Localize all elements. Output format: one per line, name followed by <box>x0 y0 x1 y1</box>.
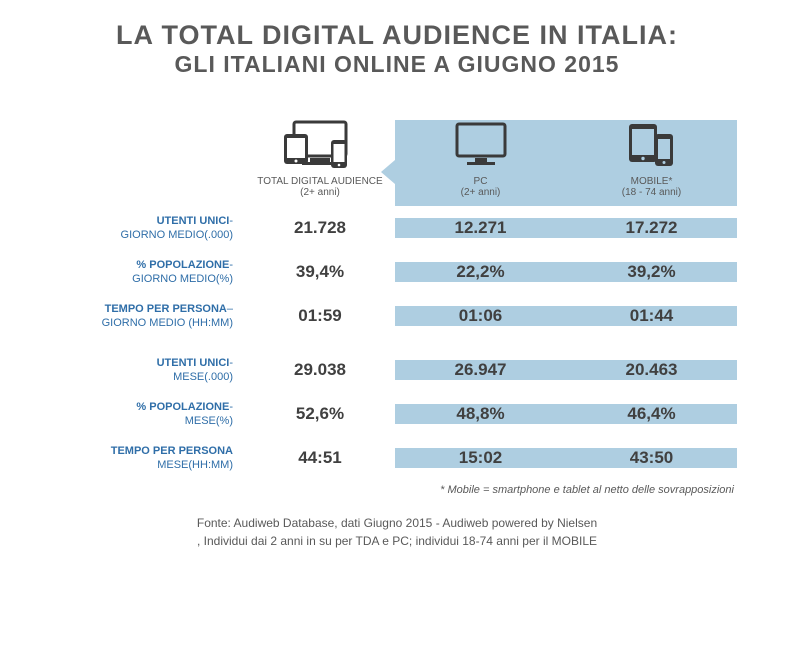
source-line1: Fonte: Audiweb Database, dati Giugno 201… <box>197 516 597 530</box>
cell-value: 22,2% <box>395 262 566 282</box>
row-label-sub: MESE(.000) <box>173 371 233 383</box>
row-month-pop: % POPOLAZIONE- MESE(%) 52,6% 48,8% 46,4% <box>57 392 737 436</box>
col-tda-sub: (2+ anni) <box>245 187 395 198</box>
cell-value: 39,2% <box>566 262 737 282</box>
devices-all-icon <box>245 120 395 170</box>
row-month-time: TEMPO PER PERSONA MESE(HH:MM) 44:51 15:0… <box>57 436 737 480</box>
row-label-main: UTENTI UNICI <box>157 357 230 369</box>
row-day-pop: % POPOLAZIONE- GIORNO MEDIO(%) 39,4% 22,… <box>57 250 737 294</box>
cell-value: 15:02 <box>395 448 566 468</box>
cell-value: 01:44 <box>566 306 737 326</box>
cell-value: 01:06 <box>395 306 566 326</box>
row-label-sub: GIORNO MEDIO (HH:MM) <box>102 317 233 329</box>
cell-value: 39,4% <box>245 262 395 282</box>
cell-value: 01:59 <box>245 306 395 326</box>
source-text: Fonte: Audiweb Database, dati Giugno 201… <box>30 514 764 550</box>
cell-value: 52,6% <box>245 404 395 424</box>
audience-table: TOTAL DIGITAL AUDIENCE (2+ anni) PC (2+ … <box>57 96 737 480</box>
row-label-main: % POPOLAZIONE <box>136 259 229 271</box>
col-pc-sub: (2+ anni) <box>395 187 566 198</box>
cell-value: 26.947 <box>395 360 566 380</box>
row-day-users: UTENTI UNICI- GIORNO MEDIO(.000) 21.728 … <box>57 206 737 250</box>
title-line2: GLI ITALIANI ONLINE A GIUGNO 2015 <box>30 51 764 78</box>
cell-value: 46,4% <box>566 404 737 424</box>
source-line2: , Individui dai 2 anni in su per TDA e P… <box>197 534 597 548</box>
row-month-users: UTENTI UNICI- MESE(.000) 29.038 26.947 2… <box>57 348 737 392</box>
col-mobile-sub: (18 - 74 anni) <box>566 187 737 198</box>
col-header-mobile: MOBILE* (18 - 74 anni) <box>566 120 737 206</box>
row-label: % POPOLAZIONE- GIORNO MEDIO(%) <box>57 258 245 287</box>
table-header: TOTAL DIGITAL AUDIENCE (2+ anni) PC (2+ … <box>57 96 737 206</box>
cell-value: 29.038 <box>245 360 395 380</box>
col-tda-label: TOTAL DIGITAL AUDIENCE <box>245 176 395 187</box>
row-label: UTENTI UNICI- MESE(.000) <box>57 356 245 385</box>
cell-value: 20.463 <box>566 360 737 380</box>
row-label: UTENTI UNICI- GIORNO MEDIO(.000) <box>57 214 245 243</box>
col-header-pc: PC (2+ anni) <box>395 120 566 206</box>
cell-value: 12.271 <box>395 218 566 238</box>
notch-icon <box>381 160 395 184</box>
col-header-tda: TOTAL DIGITAL AUDIENCE (2+ anni) <box>245 120 395 206</box>
row-label: TEMPO PER PERSONA– GIORNO MEDIO (HH:MM) <box>57 302 245 331</box>
row-label: % POPOLAZIONE- MESE(%) <box>57 400 245 429</box>
row-day-time: TEMPO PER PERSONA– GIORNO MEDIO (HH:MM) … <box>57 294 737 338</box>
col-pc-label: PC <box>395 176 566 187</box>
cell-value: 21.728 <box>245 218 395 238</box>
row-label-main: UTENTI UNICI <box>157 215 230 227</box>
footnote: * Mobile = smartphone e tablet al netto … <box>30 484 764 496</box>
row-label-main: TEMPO PER PERSONA <box>105 303 227 315</box>
mobile-icon <box>566 120 737 170</box>
row-label-main: TEMPO PER PERSONA <box>111 445 233 457</box>
row-label-sub: MESE(HH:MM) <box>157 459 233 471</box>
row-label-sub: MESE(%) <box>185 415 233 427</box>
row-label-main: % POPOLAZIONE <box>136 401 229 413</box>
cell-value: 44:51 <box>245 448 395 468</box>
title-line1: LA TOTAL DIGITAL AUDIENCE IN ITALIA: <box>30 20 764 51</box>
cell-value: 17.272 <box>566 218 737 238</box>
col-mobile-label: MOBILE* <box>566 176 737 187</box>
row-label-sub: GIORNO MEDIO(%) <box>132 273 233 285</box>
row-label-sub: GIORNO MEDIO(.000) <box>121 229 233 241</box>
cell-value: 48,8% <box>395 404 566 424</box>
row-label: TEMPO PER PERSONA MESE(HH:MM) <box>57 444 245 473</box>
section-gap <box>57 338 737 348</box>
cell-value: 43:50 <box>566 448 737 468</box>
pc-icon <box>395 120 566 170</box>
